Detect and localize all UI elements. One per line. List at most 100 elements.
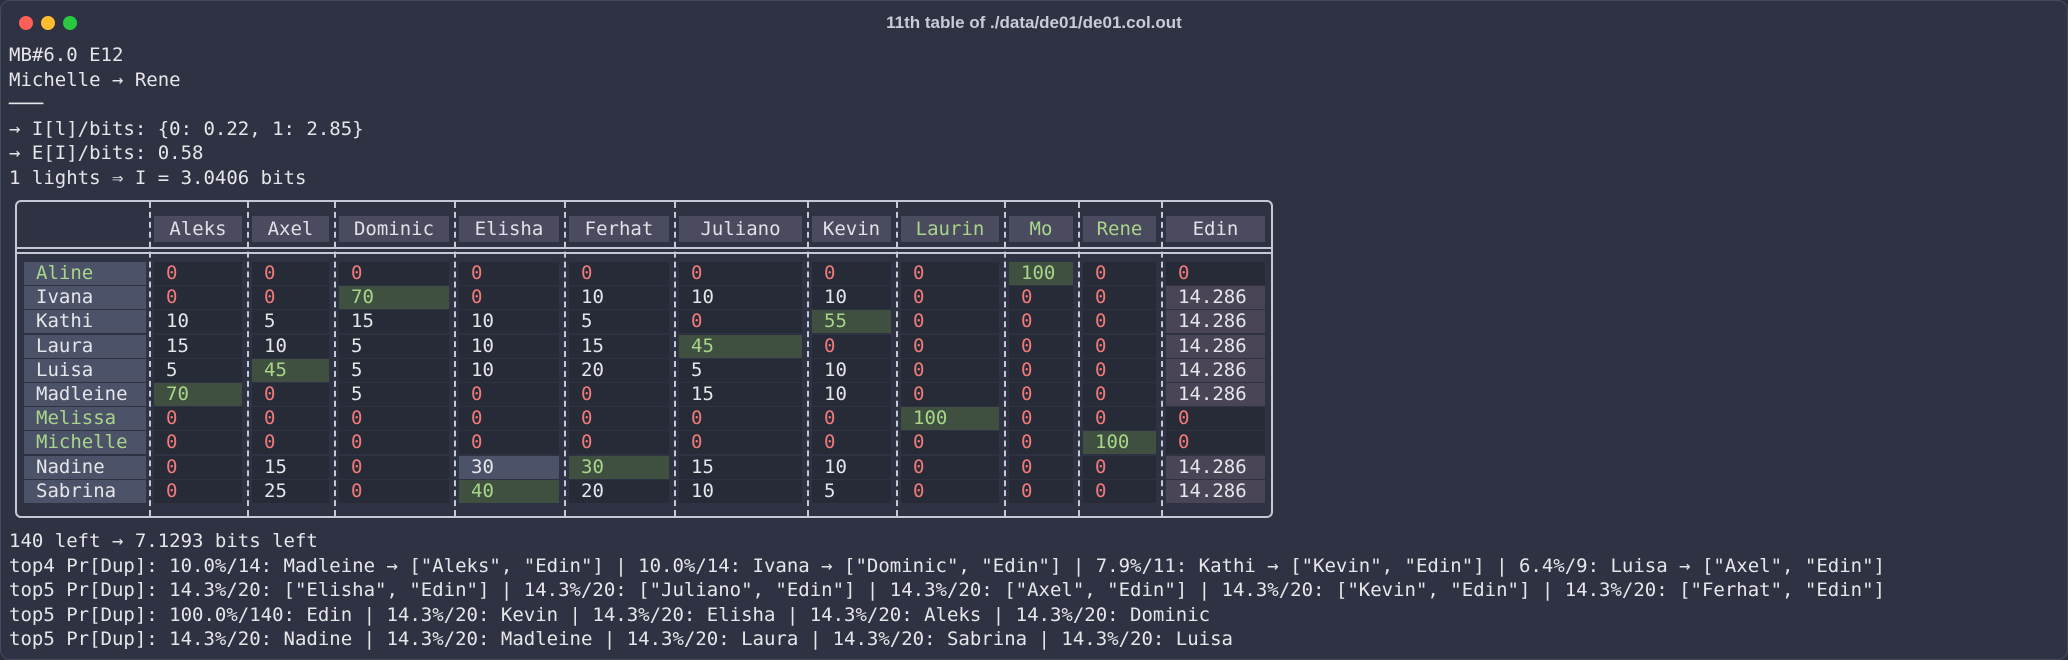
header-divider-bottom: [17, 252, 1271, 254]
table-cell: 0: [339, 479, 449, 503]
table-cell: 0: [339, 431, 449, 455]
column-header-juliano: Juliano: [679, 216, 802, 242]
column-divider: [1078, 202, 1080, 516]
row-label-luisa: Luisa: [24, 358, 146, 382]
table-cell: 0: [679, 407, 802, 431]
table-cell: 0: [679, 262, 802, 285]
table-cell: 10: [679, 286, 802, 310]
table-cell: 100: [1083, 431, 1156, 455]
table-cell: 0: [459, 286, 559, 310]
table-cell: 5: [154, 358, 242, 382]
table-cell: 15: [154, 334, 242, 358]
table-cell: 14.286: [1166, 286, 1265, 310]
table-cell: 0: [1083, 407, 1156, 431]
table-cell: 0: [901, 383, 999, 406]
table-cell: 14.286: [1166, 358, 1265, 382]
column-header-aleks: Aleks: [154, 216, 242, 242]
table-cell: 45: [252, 358, 329, 382]
table-cell: 0: [1083, 310, 1156, 334]
maximize-button[interactable]: [63, 16, 77, 30]
table-cell: 55: [812, 310, 891, 334]
column-divider: [247, 202, 249, 516]
table-cell: 0: [154, 286, 242, 310]
table-cell: 0: [154, 431, 242, 455]
table-cell: 0: [901, 431, 999, 455]
table-cell: 0: [459, 431, 559, 455]
table-cell: 15: [679, 455, 802, 479]
table-cell: 0: [1009, 407, 1073, 431]
table-cell: 0: [1083, 358, 1156, 382]
row-label-kathi: Kathi: [24, 310, 146, 334]
table-cell: 5: [339, 334, 449, 358]
table-cell: 0: [812, 334, 891, 358]
column-divider: [1004, 202, 1006, 516]
column-header-mo: Mo: [1009, 216, 1073, 242]
table-cell: 0: [901, 310, 999, 334]
table-cell: 0: [569, 431, 669, 455]
footer-line-4: top5 Pr[Dup]: 100.0%/140: Edin | 14.3%/2…: [9, 603, 1211, 626]
table-cell: 10: [812, 358, 891, 382]
table-cell: 0: [901, 334, 999, 358]
table-cell: 10: [154, 310, 242, 334]
header-line-5: → E[I]/bits: 0.58: [9, 142, 204, 164]
table-cell: 15: [339, 310, 449, 334]
table-cell: 30: [569, 455, 669, 479]
table-cell: 5: [679, 358, 802, 382]
footer-line-5: top5 Pr[Dup]: 14.3%/20: Nadine | 14.3%/2…: [9, 628, 1233, 650]
table-cell: 0: [459, 383, 559, 406]
terminal-footer: 140 left → 7.1293 bits left top4 Pr[Dup]…: [9, 529, 1885, 652]
column-header-dominic: Dominic: [339, 216, 449, 242]
table-cell: 0: [252, 431, 329, 455]
table-cell: 10: [459, 310, 559, 334]
header-line-1: MB#6.0 E12: [9, 44, 124, 66]
table-cell: 5: [339, 358, 449, 382]
row-label-ivana: Ivana: [24, 286, 146, 310]
column-header-edin: Edin: [1166, 216, 1265, 242]
table-cell: 0: [252, 286, 329, 310]
row-label-sabrina: Sabrina: [24, 479, 146, 503]
table-cell: 10: [459, 334, 559, 358]
row-label-melissa: Melissa: [24, 407, 146, 431]
table-cell: 0: [679, 431, 802, 455]
table-cell: 0: [1009, 286, 1073, 310]
table-cell: 0: [901, 262, 999, 285]
table-cell: 14.286: [1166, 334, 1265, 358]
table-cell: 30: [459, 455, 559, 479]
minimize-button[interactable]: [41, 16, 55, 30]
table-cell: 0: [812, 262, 891, 285]
close-button[interactable]: [19, 16, 33, 30]
footer-line-1: 140 left → 7.1293 bits left: [9, 530, 318, 552]
table-cell: 0: [1083, 286, 1156, 310]
table-cell: 15: [252, 455, 329, 479]
table-cell: 0: [1166, 431, 1265, 455]
table-cell: 10: [569, 286, 669, 310]
column-divider: [334, 202, 336, 516]
column-divider: [674, 202, 676, 516]
table-cell: 0: [569, 383, 669, 406]
table-cell: 0: [154, 455, 242, 479]
header-line-4: → I[l]/bits: {0: 0.22, 1: 2.85}: [9, 117, 364, 140]
table-cell: 0: [339, 407, 449, 431]
table-cell: 0: [1009, 358, 1073, 382]
table-cell: 10: [252, 334, 329, 358]
table-cell: 0: [901, 286, 999, 310]
table-cell: 0: [154, 407, 242, 431]
table-cell: 0: [154, 262, 242, 285]
table-cell: 0: [812, 407, 891, 431]
table-cell: 0: [252, 407, 329, 431]
table-cell: 0: [1009, 334, 1073, 358]
table-cell: 15: [569, 334, 669, 358]
column-divider: [1161, 202, 1163, 516]
table-cell: 0: [1083, 479, 1156, 503]
column-header-rene: Rene: [1083, 216, 1156, 242]
table-cell: 25: [252, 479, 329, 503]
probability-table: Aleks Axel Dominic Elisha Ferhat Juliano Kevin…: [15, 200, 1273, 518]
footer-line-2: top4 Pr[Dup]: 10.0%/14: Madleine → ["Ale…: [9, 554, 1885, 577]
column-header-axel: Axel: [252, 216, 329, 242]
table-cell: 20: [569, 479, 669, 503]
title-bar: 11th table of ./data/de01/de01.col.out: [1, 1, 2067, 43]
table-cell: 0: [1009, 383, 1073, 406]
table-cell: 0: [154, 479, 242, 503]
table-cell: 70: [154, 383, 242, 406]
